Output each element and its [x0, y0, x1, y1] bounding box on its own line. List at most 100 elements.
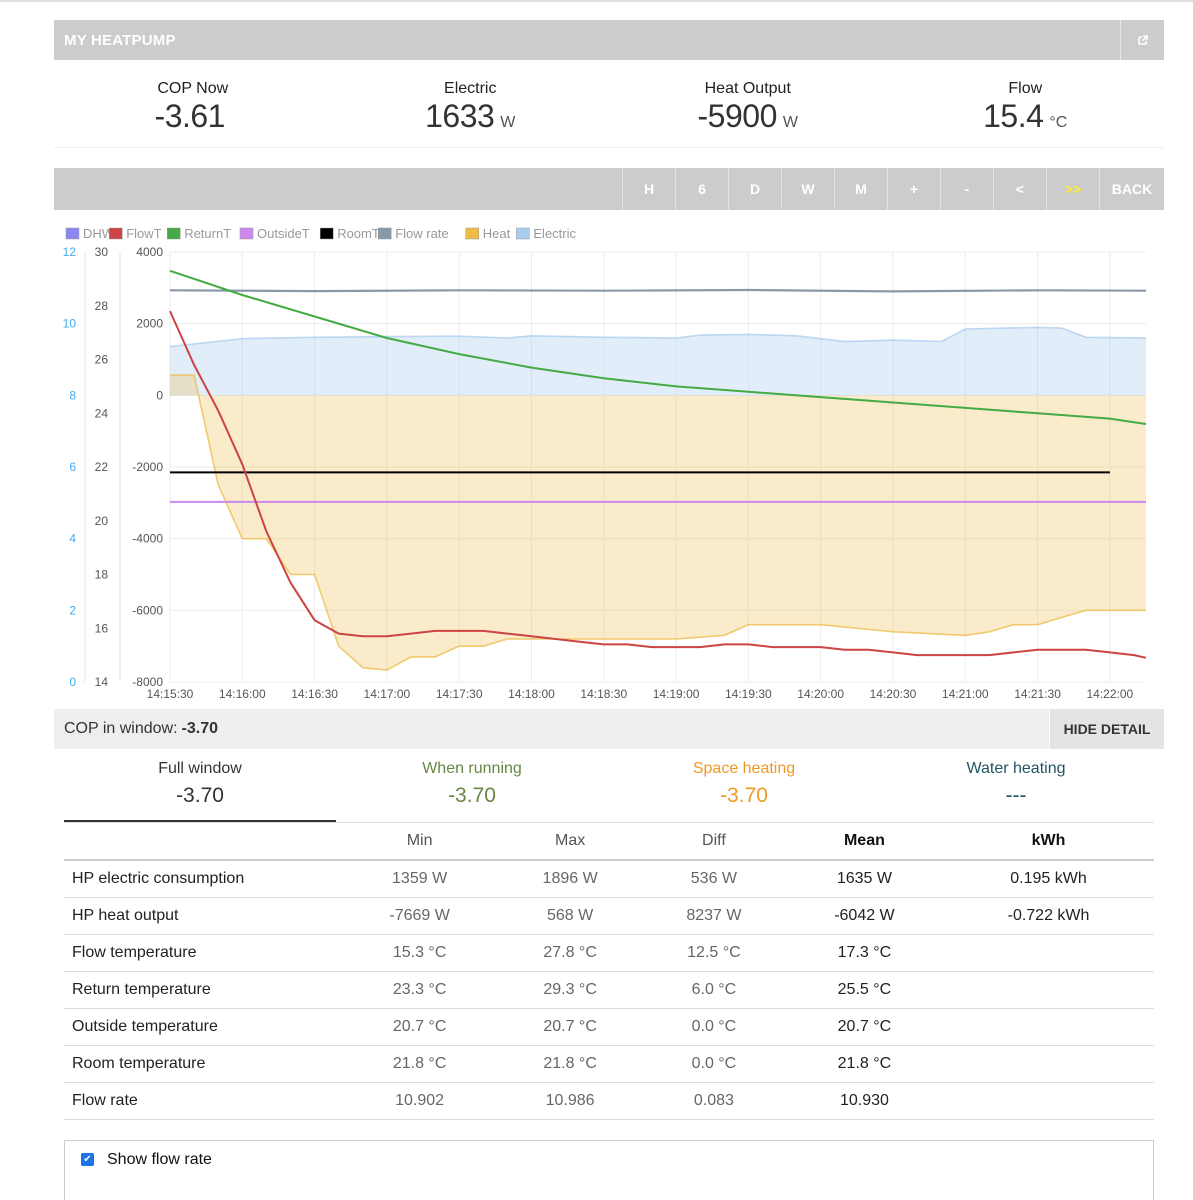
- cell-mean: 21.8 °C: [785, 1045, 944, 1083]
- zoom-out-button[interactable]: -: [940, 168, 993, 210]
- range-day-button[interactable]: D: [728, 168, 781, 210]
- series-electric-line: [169, 326, 1147, 348]
- cell-max: 10.986: [498, 1082, 643, 1120]
- row-label: HP heat output: [64, 897, 341, 935]
- row-label: Flow rate: [64, 1082, 341, 1120]
- tab-water-heating[interactable]: Water heating ---: [880, 749, 1152, 822]
- legend-swatch: [239, 227, 254, 240]
- cell-kwh: [943, 1008, 1154, 1046]
- tab-label: Water heating: [966, 760, 1066, 777]
- pan-left-button[interactable]: <: [993, 168, 1046, 210]
- flow-rate-tick-label: 4: [69, 532, 76, 546]
- cell-diff: 8237 W: [642, 897, 786, 935]
- x-tick-label: 14:18:00: [508, 687, 555, 701]
- table-row: HP heat output -7669 W 568 W 8237 W -604…: [64, 897, 1154, 935]
- power-tick-label: 2000: [136, 317, 163, 331]
- x-tick-label: 14:17:30: [436, 687, 483, 701]
- flow-rate-tick-label: 0: [69, 675, 76, 689]
- tab-when-running[interactable]: When running -3.70: [336, 749, 608, 822]
- row-label: Room temperature: [64, 1045, 341, 1083]
- cell-min: 10.902: [341, 1082, 499, 1120]
- table-row: HP electric consumption 1359 W 1896 W 53…: [64, 860, 1154, 898]
- back-button[interactable]: BACK: [1099, 168, 1164, 210]
- hide-detail-button[interactable]: HIDE DETAIL: [1049, 709, 1164, 749]
- temp-tick-label: 24: [95, 406, 109, 420]
- pan-right-button[interactable]: >>: [1046, 168, 1099, 210]
- stat-label: Heat Output: [704, 80, 791, 97]
- series-flow-rate-line: [169, 288, 1147, 293]
- tab-label: Space heating: [692, 760, 796, 777]
- stat-cop-now: COP Now -3.61: [54, 60, 332, 147]
- range-week-button[interactable]: W: [781, 168, 834, 210]
- stat-unit: W: [782, 114, 798, 131]
- range-month-button[interactable]: M: [834, 168, 887, 210]
- power-tick-label: 0: [156, 388, 163, 402]
- tab-value: -3.70: [720, 784, 768, 807]
- chart-area[interactable]: -8000 -6000 -4000 -2000 0 2000 4000 14 16 18 20 22 2…: [54, 210, 1164, 709]
- external-link-icon: [1137, 35, 1148, 45]
- range-6h-button[interactable]: 6: [675, 168, 728, 210]
- flow-rate-tick-label: 8: [69, 388, 76, 402]
- cell-kwh: [943, 934, 1154, 972]
- tab-full-window[interactable]: Full window -3.70: [64, 749, 336, 822]
- checkbox-checked-icon[interactable]: ✔: [81, 1153, 94, 1166]
- cell-min: 15.3 °C: [341, 934, 499, 972]
- legend-swatch: [65, 227, 80, 240]
- row-label: HP electric consumption: [64, 860, 341, 898]
- legend-label: DHW: [83, 226, 115, 241]
- x-tick-label: 14:16:00: [219, 687, 266, 701]
- legend-swatch: [377, 227, 392, 240]
- cell-kwh: -0.722 kWh: [943, 897, 1154, 935]
- cell-max: 21.8 °C: [498, 1045, 643, 1083]
- cell-max: 20.7 °C: [498, 1008, 643, 1046]
- tab-label: Full window: [158, 760, 242, 777]
- table-row: Flow rate 10.902 10.986 0.083 10.930: [64, 1082, 1154, 1120]
- stat-label: Electric: [444, 80, 497, 97]
- tab-space-heating[interactable]: Space heating -3.70: [608, 749, 880, 822]
- temp-tick-label: 26: [95, 353, 109, 367]
- legend-label: Heat: [483, 226, 511, 241]
- legend-swatch: [166, 227, 181, 240]
- temp-tick-label: 18: [95, 568, 109, 582]
- cop-window-bar: COP in window: -3.70 HIDE DETAIL: [54, 709, 1164, 749]
- x-tick-label: 14:20:00: [797, 687, 844, 701]
- temp-tick-label: 14: [95, 675, 109, 689]
- col-header-kwh: kWh: [943, 823, 1154, 861]
- table-row: Outside temperature 20.7 °C 20.7 °C 0.0 …: [64, 1008, 1154, 1046]
- power-tick-label: -2000: [132, 460, 163, 474]
- col-header-max: Max: [498, 823, 643, 861]
- cell-min: 23.3 °C: [341, 971, 499, 1009]
- cell-mean: -6042 W: [785, 897, 944, 935]
- cell-kwh: [943, 1082, 1154, 1120]
- cell-mean: 1635 W: [785, 860, 944, 898]
- cell-mean: 10.930: [785, 1082, 944, 1120]
- x-tick-label: 14:19:00: [653, 687, 700, 701]
- temp-tick-label: 20: [95, 514, 109, 528]
- tab-value: -3.70: [448, 784, 496, 807]
- row-label: Outside temperature: [64, 1008, 341, 1046]
- tab-label: When running: [422, 760, 522, 777]
- cell-max: 27.8 °C: [498, 934, 643, 972]
- power-tick-label: -6000: [132, 603, 163, 617]
- x-tick-label: 14:18:30: [580, 687, 627, 701]
- power-tick-label: -8000: [132, 675, 163, 689]
- heatpump-chart[interactable]: -8000-6000-4000-200002000400014161820222…: [0, 210, 1164, 709]
- cell-max: 29.3 °C: [498, 971, 643, 1009]
- title-bar: MY HEATPUMP: [54, 20, 1164, 60]
- flow-rate-tick-label: 12: [63, 245, 77, 259]
- stat-heat-output: Heat Output -5900 W: [609, 60, 887, 147]
- range-hour-button[interactable]: H: [622, 168, 675, 210]
- zoom-in-button[interactable]: +: [887, 168, 940, 210]
- cell-min: 1359 W: [341, 860, 499, 898]
- cell-diff: 12.5 °C: [642, 934, 786, 972]
- cell-min: 20.7 °C: [341, 1008, 499, 1046]
- x-tick-label: 14:16:30: [291, 687, 338, 701]
- table-row: Room temperature 21.8 °C 21.8 °C 0.0 °C …: [64, 1045, 1154, 1083]
- stat-value: -3.61: [154, 98, 226, 134]
- show-flow-rate-option[interactable]: ✔ Show flow rate: [81, 1151, 1153, 1169]
- cell-mean: 25.5 °C: [785, 971, 944, 1009]
- x-tick-label: 14:21:00: [942, 687, 989, 701]
- external-link-button[interactable]: [1120, 20, 1164, 60]
- series-heat-line: [170, 374, 1146, 671]
- cop-window-value: -3.70: [181, 720, 218, 737]
